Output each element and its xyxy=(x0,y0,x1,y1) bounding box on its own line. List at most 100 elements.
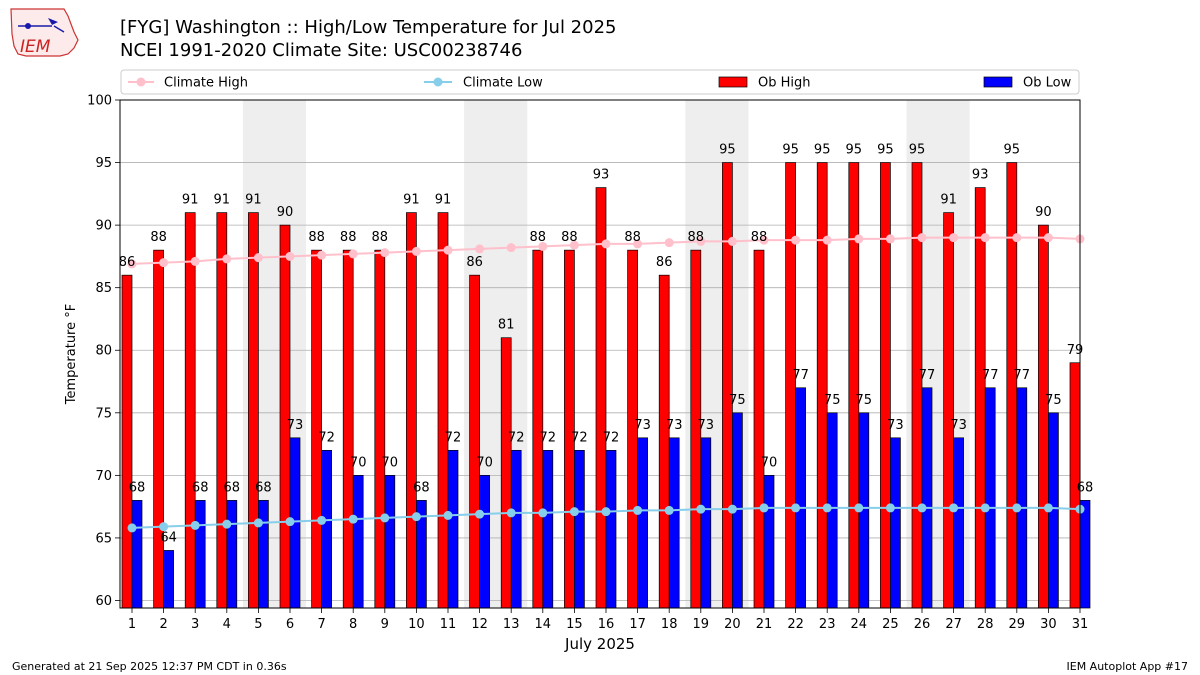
ob-high-label: 93 xyxy=(972,168,989,183)
logo-text: IEM xyxy=(20,37,51,57)
climate-low-point xyxy=(854,503,864,513)
ob-high-bar xyxy=(722,162,733,609)
ob-low-bar xyxy=(700,437,712,609)
ob-high-label: 90 xyxy=(1035,205,1052,220)
climate-high-point xyxy=(854,234,864,244)
climate-low-point xyxy=(727,504,737,514)
ob-low-bar xyxy=(795,387,806,609)
ob-high-label: 88 xyxy=(372,230,389,245)
x-tick-label: 19 xyxy=(693,617,710,632)
ob-high-label: 95 xyxy=(719,143,736,158)
footer-generated: Generated at 21 Sep 2025 12:37 PM CDT in… xyxy=(12,660,287,673)
chart-title: [FYG] Washington :: High/Low Temperature… xyxy=(120,17,617,38)
ob-high-label: 95 xyxy=(877,143,894,158)
climate-low-point xyxy=(317,515,327,525)
climate-high-point xyxy=(190,256,200,266)
climate-high-point xyxy=(348,249,358,259)
ob-high-bar xyxy=(374,249,386,609)
x-tick-label: 6 xyxy=(286,617,294,632)
ob-high-label: 81 xyxy=(498,318,515,333)
ob-high-label: 91 xyxy=(245,193,262,208)
climate-low-point xyxy=(127,523,137,533)
climate-high-point xyxy=(791,235,801,245)
ob-low-label: 77 xyxy=(982,368,999,383)
climate-low-point xyxy=(380,513,390,523)
x-tick-label: 12 xyxy=(471,617,488,632)
ob-high-bar xyxy=(248,212,259,609)
climate-low-point xyxy=(791,503,801,513)
x-tick-label: 31 xyxy=(1072,617,1089,632)
climate-low-point xyxy=(285,517,295,527)
climate-low-point xyxy=(885,503,895,513)
ob-high-bar xyxy=(1038,224,1049,609)
footer-app: IEM Autoplot App #17 xyxy=(1066,660,1189,673)
y-tick-label: 60 xyxy=(95,594,112,609)
ob-high-bar xyxy=(342,249,354,609)
x-tick-label: 22 xyxy=(787,617,804,632)
iem-logo: IEM xyxy=(10,8,79,57)
x-tick-label: 20 xyxy=(724,617,741,632)
ob-low-label: 70 xyxy=(382,455,399,470)
x-tick-label: 30 xyxy=(1040,617,1057,632)
climate-low-point xyxy=(949,503,959,513)
y-tick-label: 80 xyxy=(95,344,112,359)
y-tick-label: 95 xyxy=(95,156,112,171)
ob-high-label: 88 xyxy=(530,230,547,245)
ob-high-label: 93 xyxy=(593,168,610,183)
ob-high-bar xyxy=(911,162,923,609)
legend-box xyxy=(120,69,1080,95)
ob-low-bar xyxy=(763,475,775,609)
y-tick-label: 70 xyxy=(95,469,112,484)
ob-low-bar xyxy=(258,500,269,609)
climate-low-point xyxy=(569,507,579,517)
legend-ob-high-swatch xyxy=(718,76,748,88)
legend-climate-high-marker xyxy=(136,77,146,87)
ob-high-bar xyxy=(595,187,607,609)
x-tick-label: 23 xyxy=(819,617,836,632)
climate-low-point xyxy=(822,503,832,513)
climate-low-point xyxy=(917,503,927,513)
climate-high-point xyxy=(222,254,232,264)
ob-low-label: 73 xyxy=(698,418,715,433)
ob-low-bar xyxy=(953,437,964,609)
x-tick-label: 9 xyxy=(381,617,389,632)
climate-high-point xyxy=(664,238,674,248)
ob-low-label: 75 xyxy=(824,393,841,408)
ob-high-label: 88 xyxy=(751,230,768,245)
ob-high-label: 88 xyxy=(624,230,641,245)
ob-high-label: 88 xyxy=(340,230,357,245)
ob-high-label: 86 xyxy=(466,255,483,270)
x-tick-label: 13 xyxy=(503,617,520,632)
x-tick-label: 3 xyxy=(191,617,199,632)
ob-low-label: 70 xyxy=(761,455,778,470)
ob-high-label: 91 xyxy=(182,193,199,208)
ob-low-label: 73 xyxy=(666,418,683,433)
ob-low-bar xyxy=(984,387,996,609)
climate-high-point xyxy=(506,243,516,253)
x-tick-label: 24 xyxy=(851,617,868,632)
y-tick-label: 85 xyxy=(95,281,112,296)
climate-low-point xyxy=(664,505,674,515)
legend-climate-low-marker xyxy=(433,77,443,87)
ob-low-label: 77 xyxy=(792,368,809,383)
ob-low-label: 73 xyxy=(634,418,651,433)
climate-low-point xyxy=(980,503,990,513)
climate-low-point xyxy=(601,507,611,517)
ob-high-bar xyxy=(153,249,164,609)
x-tick-label: 18 xyxy=(661,617,678,632)
ob-low-bar xyxy=(163,550,174,609)
ob-high-label: 95 xyxy=(909,143,926,158)
ob-high-label: 86 xyxy=(119,255,136,270)
legend-climate-low-label: Climate Low xyxy=(463,76,543,91)
ob-low-bar xyxy=(479,475,490,609)
climate-high-point xyxy=(127,259,137,269)
climate-low-point xyxy=(253,518,263,528)
ob-low-bar xyxy=(384,475,396,609)
ob-high-bar xyxy=(943,212,954,609)
x-tick-label: 28 xyxy=(977,617,994,632)
legend-climate-high-label: Climate High xyxy=(164,76,248,91)
climate-low-point xyxy=(348,514,358,524)
climate-high-point xyxy=(885,234,895,244)
climate-high-point xyxy=(696,236,706,246)
